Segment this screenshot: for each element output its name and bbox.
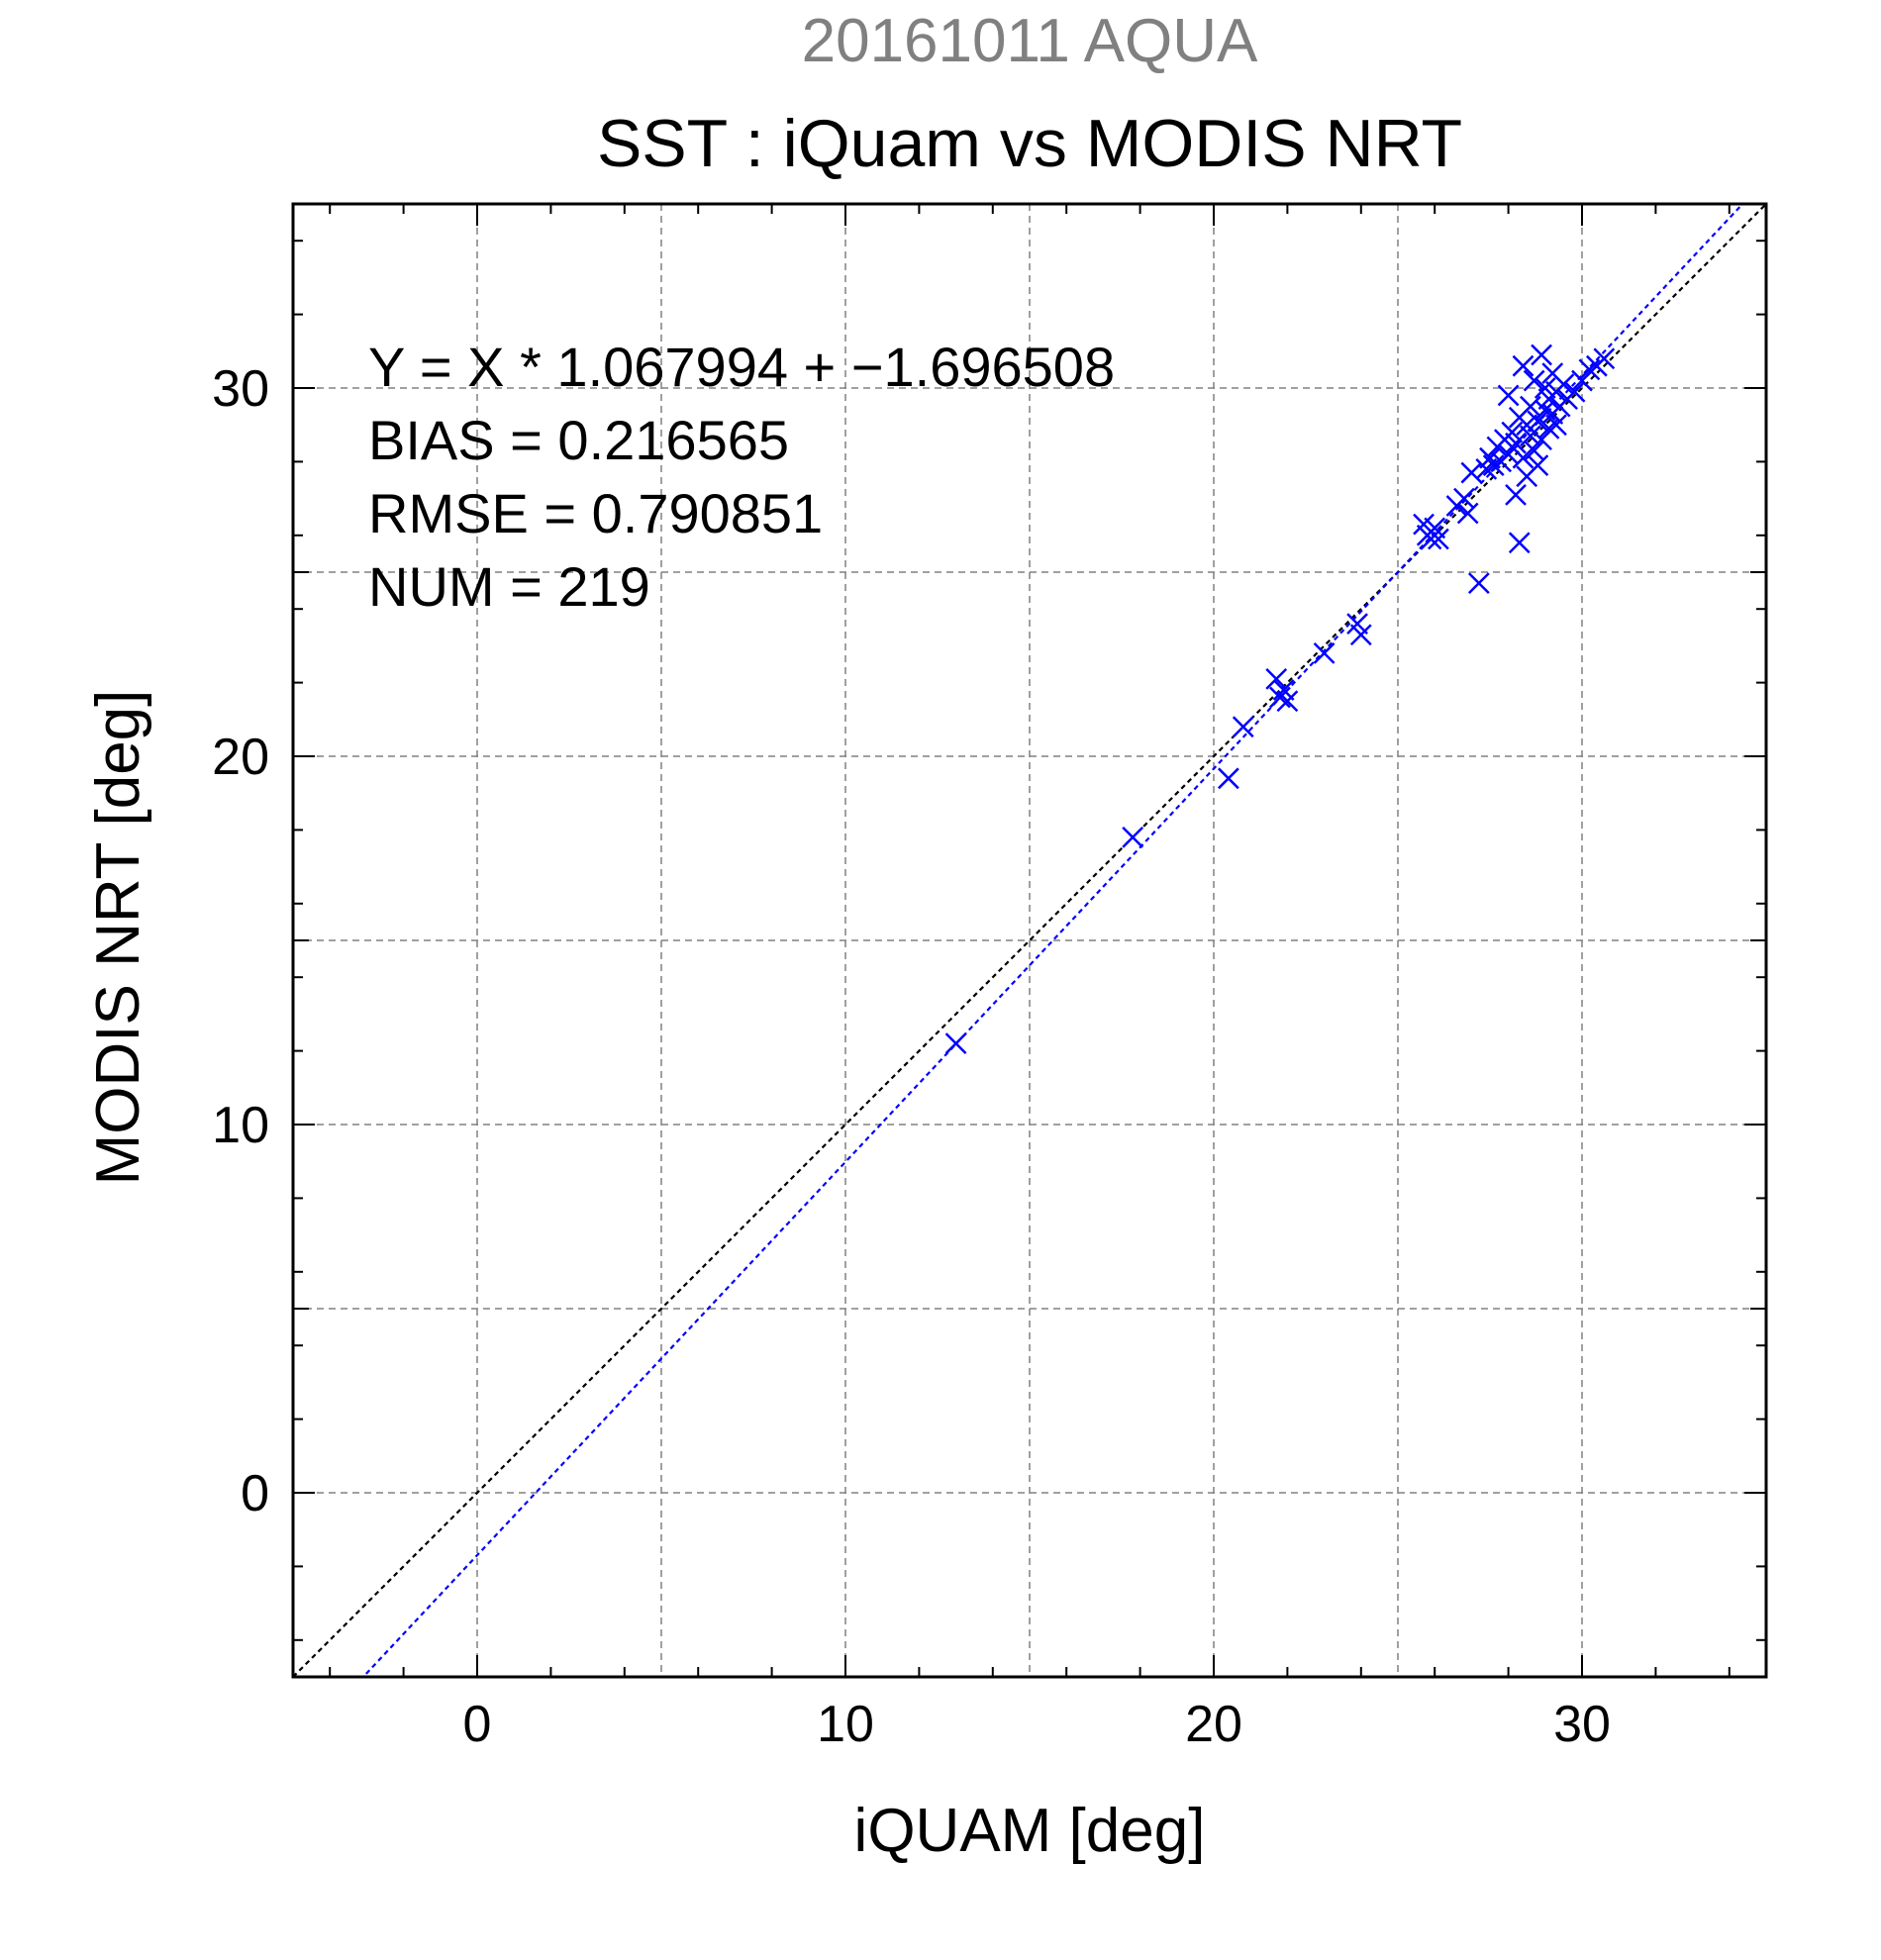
y-tick-label: 10 [212, 1097, 269, 1154]
data-point [1497, 384, 1520, 407]
data-point [1497, 443, 1520, 465]
y-tick-label: 30 [212, 360, 269, 418]
data-point [1265, 667, 1288, 690]
data-point [1527, 454, 1549, 477]
data-points [944, 343, 1616, 1055]
data-point [1456, 502, 1479, 525]
data-point [1563, 380, 1586, 403]
y-tick-label: 20 [212, 729, 269, 786]
chart-title: SST : iQuam vs MODIS NRT [597, 106, 1462, 181]
data-point [1460, 461, 1483, 484]
x-tick-label: 20 [1185, 1696, 1242, 1753]
data-point [1552, 373, 1575, 396]
grid-lines [293, 204, 1766, 1677]
y-axis-label: MODIS NRT [deg] [84, 690, 152, 1186]
stats-line: Y = X * 1.067994 + −1.696508 [368, 336, 1115, 398]
data-point [1523, 369, 1545, 392]
data-point [1508, 532, 1531, 554]
data-point [1512, 446, 1534, 469]
x-tick-label: 10 [817, 1696, 874, 1753]
data-point [1520, 395, 1541, 418]
data-point [1537, 418, 1560, 440]
data-point [1276, 690, 1299, 713]
plot-frame [291, 202, 1768, 1679]
data-point [1453, 487, 1475, 510]
regression-line [361, 204, 1744, 1677]
data-point [1482, 454, 1505, 477]
data-point [1531, 343, 1552, 366]
y-tick-label: 0 [241, 1465, 269, 1522]
reference-lines [293, 204, 1766, 1677]
data-point [1217, 767, 1239, 790]
stats-line: RMSE = 0.790851 [368, 482, 823, 544]
data-point [1467, 572, 1490, 595]
stats-line: BIAS = 0.216565 [368, 409, 789, 471]
x-axis-label: iQUAM [deg] [854, 1797, 1206, 1865]
data-point [1593, 347, 1616, 370]
stats-line: NUM = 219 [368, 555, 650, 618]
tick-labels: 0 10 20 30 0 10 20 30 [212, 360, 1611, 1753]
data-point [1545, 414, 1567, 437]
data-point [1313, 641, 1336, 664]
x-tick-label: 30 [1553, 1696, 1611, 1753]
data-point [1523, 440, 1545, 462]
data-point [1527, 410, 1549, 433]
x-tick-label: 0 [463, 1696, 492, 1753]
data-point [1232, 716, 1254, 738]
data-point [1269, 686, 1291, 709]
data-point [1505, 483, 1527, 506]
data-point [1512, 354, 1534, 377]
data-point [1428, 528, 1449, 550]
date-title: 20161011 AQUA [802, 7, 1258, 75]
data-point [1349, 624, 1372, 646]
data-point [1505, 432, 1527, 454]
data-point [1122, 826, 1144, 848]
data-point [944, 1032, 967, 1055]
data-point [1578, 358, 1601, 381]
stats-annotation: Y = X * 1.067994 + −1.696508 BIAS = 0.216… [368, 336, 1115, 618]
